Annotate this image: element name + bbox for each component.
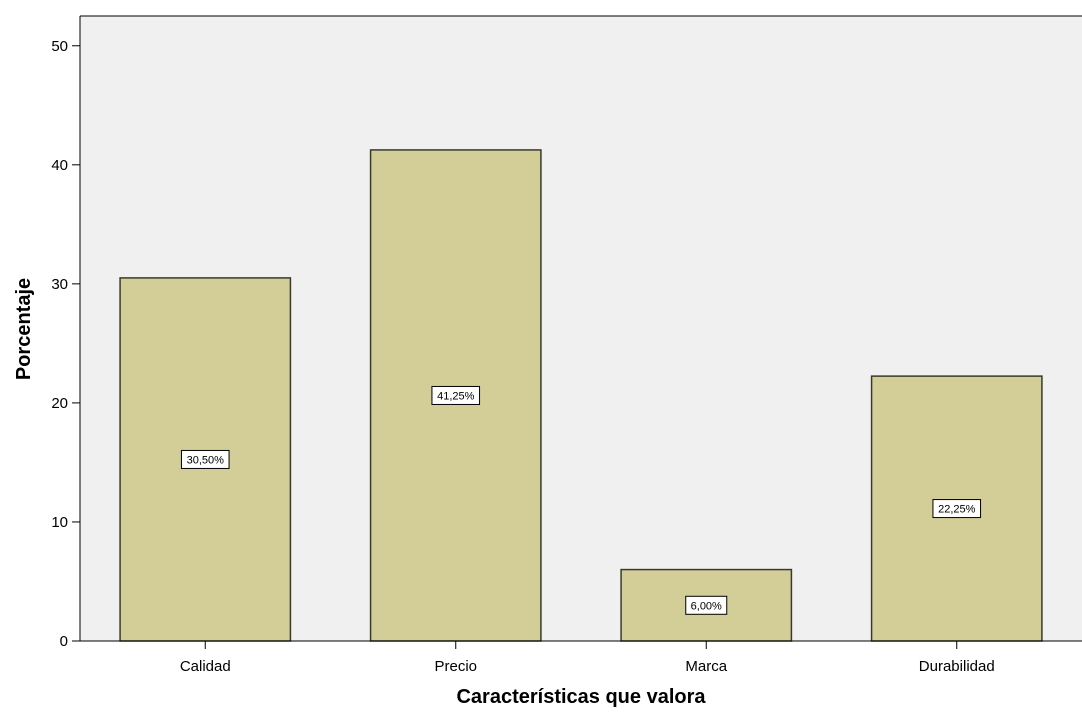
data-label: 22,25%	[932, 499, 982, 519]
x-tick-label: Durabilidad	[919, 658, 995, 675]
y-tick-label: 20	[51, 395, 68, 412]
x-ticks-layer: Calidad Precio Marca Durabilidad	[180, 641, 995, 675]
data-labels-layer: 30,50% 41,25% 6,00% 22,25%	[180, 385, 982, 615]
data-label-box	[932, 499, 982, 519]
data-label: 41,25%	[431, 385, 481, 405]
data-label-text: 22,25%	[938, 504, 976, 516]
y-ticks-layer: 0 10 20 30 40 50	[51, 38, 80, 650]
data-label-box	[180, 449, 230, 469]
data-label-box	[431, 385, 481, 405]
x-tick-label: Calidad	[180, 658, 231, 675]
y-tick-label: 50	[51, 38, 68, 55]
y-tick-label: 30	[51, 276, 68, 293]
y-tick-label: 10	[51, 514, 68, 531]
x-axis-title: Características que valora	[456, 686, 706, 708]
y-axis-title: Porcentaje	[13, 278, 35, 380]
data-label: 6,00%	[685, 595, 728, 615]
y-tick-label: 0	[60, 633, 68, 650]
data-label-text: 6,00%	[691, 600, 722, 612]
data-label: 30,50%	[180, 449, 230, 469]
data-label-text: 30,50%	[187, 454, 225, 466]
x-tick-label: Marca	[685, 658, 727, 675]
y-tick-label: 40	[51, 157, 68, 174]
data-label-text: 41,25%	[437, 390, 475, 402]
x-tick-label: Precio	[434, 658, 477, 675]
data-label-box	[685, 595, 728, 615]
